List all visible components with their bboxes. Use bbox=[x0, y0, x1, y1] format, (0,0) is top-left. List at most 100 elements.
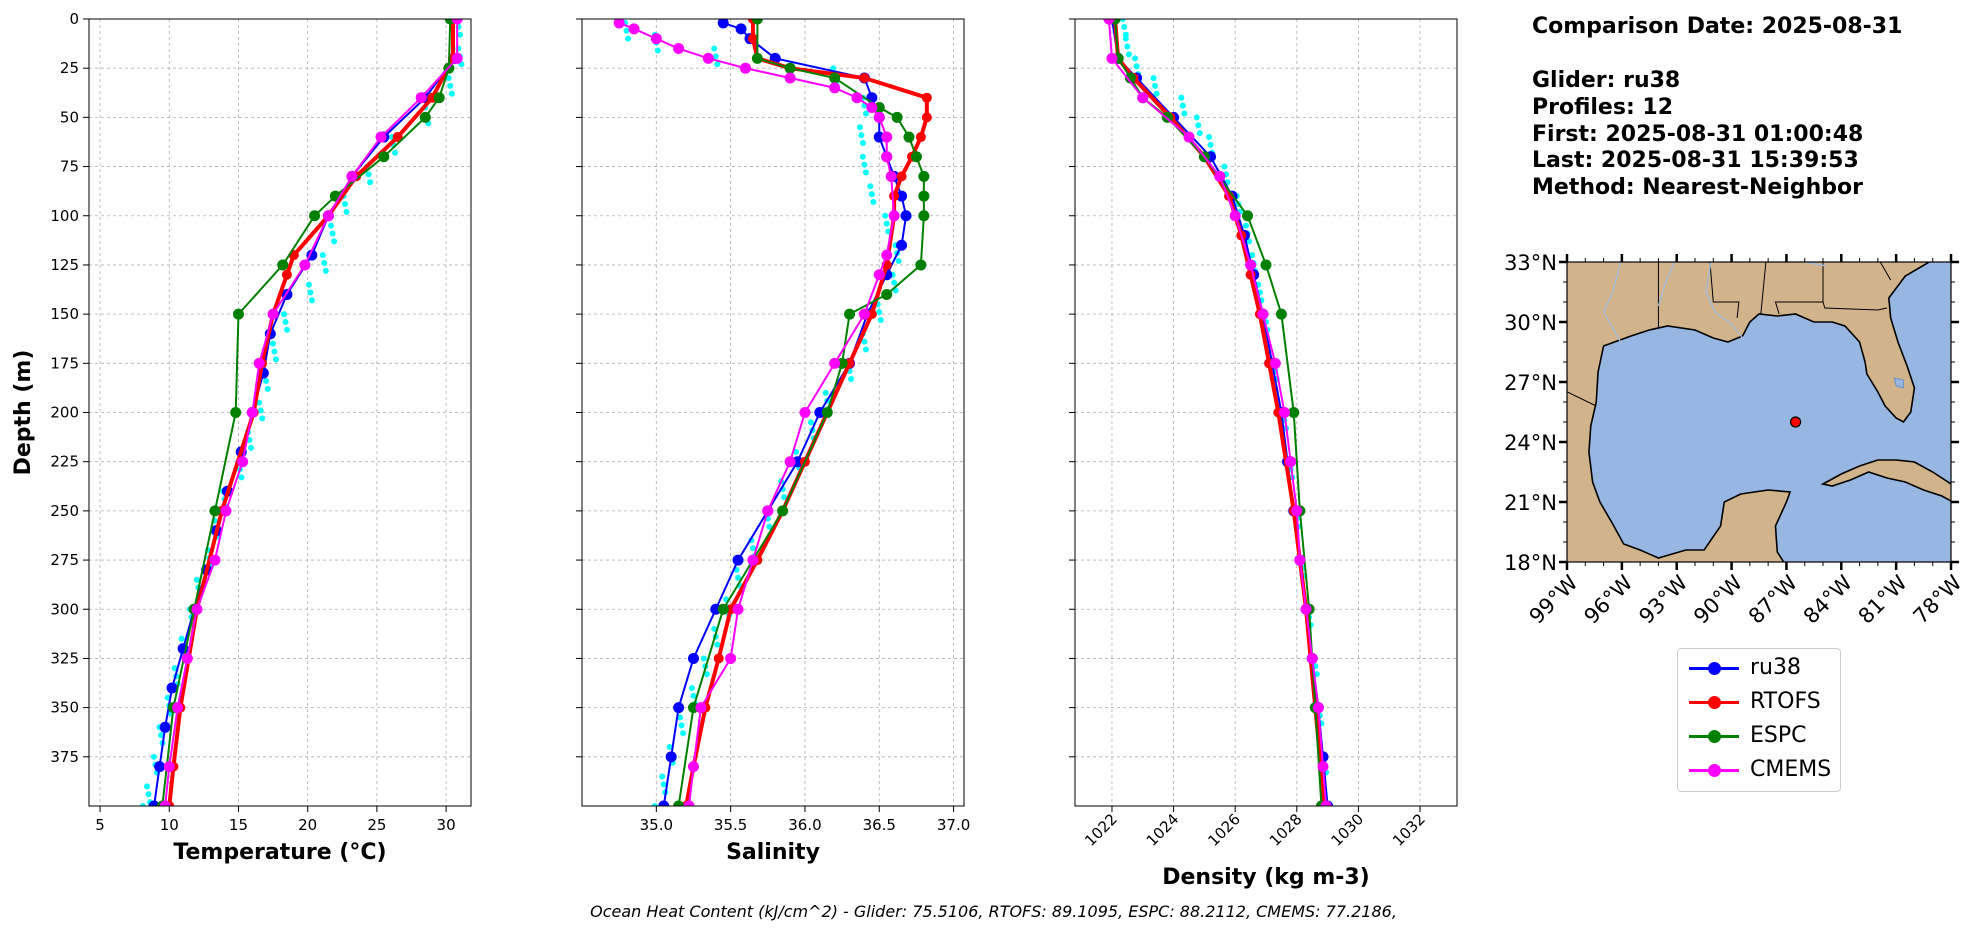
temperature-glider-raw-point bbox=[328, 222, 335, 229]
legend-label: CMEMS bbox=[1750, 757, 1832, 782]
salinity-series-point-espc bbox=[717, 603, 729, 615]
temperature-y-tick-label: 150 bbox=[50, 305, 79, 323]
density-series-point-cmems bbox=[1214, 170, 1226, 182]
temperature-x-tick-label: 5 bbox=[95, 816, 105, 834]
salinity-series-point-cmems bbox=[683, 800, 695, 806]
map-border bbox=[1822, 301, 1888, 311]
salinity-series-point-rtofs bbox=[921, 92, 932, 103]
temperature-y-tick-label: 225 bbox=[50, 453, 79, 471]
temperature-glider-raw-point bbox=[367, 179, 374, 186]
density-glider-raw-point bbox=[1242, 222, 1249, 229]
salinity-x-tick-label: 35.0 bbox=[640, 816, 673, 834]
temperature-x-tick-label: 25 bbox=[367, 816, 386, 834]
salinity-series-point-cmems bbox=[762, 505, 774, 517]
temperature-y-tick-label: 25 bbox=[60, 59, 79, 77]
temperature-glider-raw-point bbox=[305, 281, 312, 288]
temperature-glider-raw-point bbox=[392, 149, 399, 156]
map-frame bbox=[1566, 261, 1952, 563]
salinity-glider-raw-points bbox=[622, 19, 902, 806]
temperature-panel: 5 10 15 20 25 3002550751001251501752002252502… bbox=[11, 10, 472, 865]
salinity-series-point-cmems bbox=[732, 603, 744, 615]
temperature-series-espc bbox=[156, 19, 456, 806]
salinity-glider-raw-point bbox=[711, 625, 718, 632]
map-lat-tick-label: 18°N bbox=[1504, 551, 1557, 575]
temperature-series-point-cmems bbox=[415, 92, 427, 104]
salinity-glider-raw-point bbox=[678, 722, 685, 729]
density-series-point-cmems bbox=[1294, 554, 1306, 566]
salinity-series-point-espc bbox=[910, 151, 922, 163]
map-lon-tick-label: 87°W bbox=[1744, 570, 1802, 628]
salinity-glider-raw-point bbox=[868, 191, 875, 198]
salinity-glider-raw-point bbox=[883, 220, 890, 227]
salinity-series-point-espc bbox=[784, 62, 796, 74]
salinity-series-point-espc bbox=[881, 288, 893, 300]
temperature-series-point-cmems bbox=[159, 800, 171, 806]
temperature-grid bbox=[89, 18, 471, 806]
density-series-point-cmems bbox=[1103, 19, 1115, 25]
salinity-series-point-espc bbox=[915, 259, 927, 271]
density-x-tick-label: 1030 bbox=[1328, 810, 1368, 850]
density-series-line-cmems bbox=[1107, 19, 1328, 806]
temperature-glider-raw-point bbox=[322, 267, 329, 274]
temperature-series-point-cmems bbox=[451, 52, 463, 64]
salinity-series-point-rtofs bbox=[866, 309, 877, 320]
legend-label: RTOFS bbox=[1750, 689, 1821, 714]
map-border bbox=[1774, 262, 1824, 315]
temperature-glider-raw-point bbox=[150, 753, 157, 760]
density-series-point-cmems bbox=[1312, 702, 1324, 714]
temperature-series-point-espc bbox=[232, 308, 244, 320]
salinity-glider-raw-point bbox=[861, 338, 868, 345]
temperature-glider-raw-point bbox=[281, 311, 288, 318]
temperature-glider-raw-point bbox=[457, 31, 464, 38]
salinity-glider-raw-point bbox=[781, 494, 788, 501]
salinity-series-point-espc bbox=[751, 52, 763, 64]
salinity-series-point-ru38 bbox=[896, 190, 908, 202]
legend-item-espc: ESPC bbox=[1678, 719, 1840, 753]
density-series-point-cmems bbox=[1245, 259, 1257, 271]
temperature-glider-raw-point bbox=[139, 803, 146, 806]
temperature-x-tick-label: 15 bbox=[229, 816, 248, 834]
temperature-series-point-rtofs bbox=[281, 269, 292, 280]
salinity-glider-raw-point bbox=[882, 212, 889, 219]
salinity-glider-raw-point bbox=[749, 545, 756, 552]
salinity-glider-raw-point bbox=[766, 523, 773, 530]
density-grid bbox=[1075, 18, 1457, 806]
density-glider-raw-points bbox=[1119, 19, 1331, 806]
temperature-x-tick-label: 20 bbox=[298, 816, 317, 834]
temperature-series-cmems bbox=[159, 19, 463, 806]
salinity-series-point-espc bbox=[918, 210, 930, 222]
temperature-series-point-cmems bbox=[267, 308, 279, 320]
density-glider-raw-point bbox=[1206, 134, 1213, 141]
salinity-glider-raw-point bbox=[877, 317, 884, 324]
salinity-series-point-rtofs bbox=[844, 358, 855, 369]
temperature-x-tick-label: 10 bbox=[160, 816, 179, 834]
map-lon-tick-label: 90°W bbox=[1689, 570, 1747, 628]
salinity-glider-raw-point bbox=[807, 419, 814, 426]
density-glider-raw-point bbox=[1207, 141, 1214, 148]
density-glider-raw-point bbox=[1249, 252, 1256, 259]
temperature-glider-raw-point bbox=[141, 811, 147, 817]
map-lake bbox=[1893, 377, 1904, 389]
salinity-series-point-rtofs bbox=[915, 132, 926, 143]
density-panel: 1022 1024 1026 1028 1030 1032 Density (kg m-3) bbox=[1069, 18, 1458, 890]
salinity-series-point-cmems bbox=[851, 92, 863, 104]
salinity-series-point-espc bbox=[844, 308, 856, 320]
temperature-y-tick-label: 350 bbox=[50, 699, 79, 717]
density-glider-raw-point bbox=[1121, 23, 1128, 30]
temperature-glider-raw-point bbox=[272, 356, 279, 363]
density-glider-raw-point bbox=[1153, 90, 1160, 97]
map-lon-tick-label: 78°W bbox=[1909, 570, 1967, 628]
salinity-glider-raw-point bbox=[862, 169, 869, 176]
density-series-point-espc bbox=[1275, 308, 1287, 320]
temperature-glider-raw-point bbox=[343, 208, 350, 215]
density-glider-raw-point bbox=[1221, 163, 1228, 170]
salinity-glider-raw-point bbox=[690, 692, 697, 699]
salinity-series-point-ru38 bbox=[717, 19, 729, 29]
glider-name: Glider: ru38 bbox=[1532, 68, 1681, 93]
density-series-point-cmems bbox=[1183, 131, 1195, 143]
salinity-glider-raw-point bbox=[700, 655, 707, 662]
salinity-glider-raw-point bbox=[651, 803, 658, 806]
density-series-point-cmems bbox=[1137, 92, 1149, 104]
temperature-glider-raw-point bbox=[282, 318, 289, 325]
salinity-glider-raw-point bbox=[625, 35, 632, 42]
